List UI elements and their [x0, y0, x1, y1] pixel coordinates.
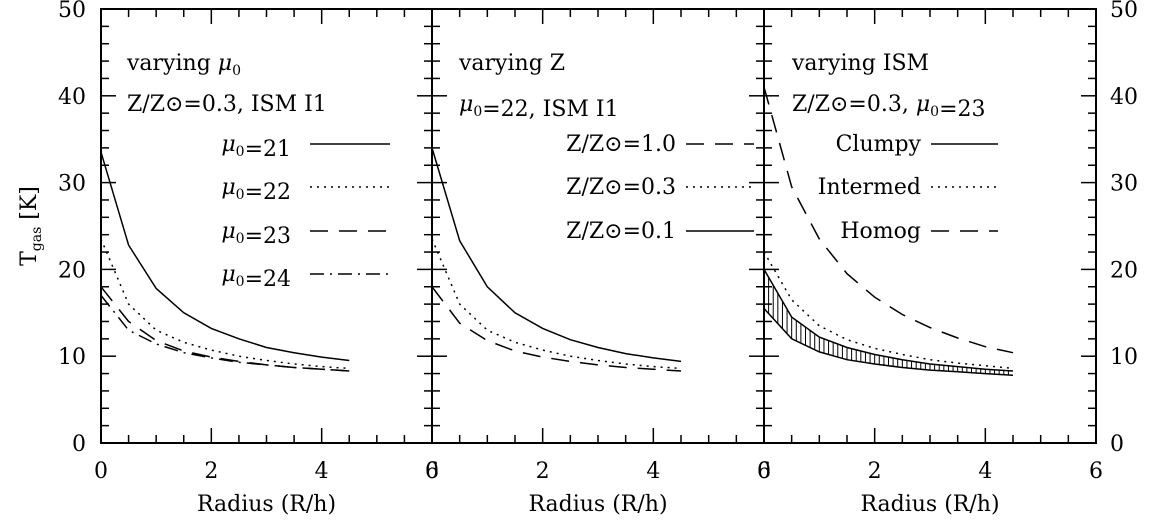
band-upper-line — [763, 269, 1014, 372]
series-line-2-3 — [431, 147, 682, 363]
y-tick-label-left: 50 — [58, 0, 86, 23]
axis-titles: Radius (R/h) Radius (R/h) Radius (R/h) Tgas… — [17, 186, 1000, 517]
x-tick-label: 4 — [646, 459, 660, 484]
y-tick-label-left: 30 — [58, 172, 86, 197]
panel-subheader-3: Z/Z⊙=0.3, μ0=23 — [792, 92, 986, 122]
y-tick-label-right: 30 — [1110, 172, 1138, 197]
panel-subheader-2: μ0=22, ISM I1 — [459, 92, 619, 122]
panel-header-1: varying μ0 — [126, 51, 241, 79]
x-tick-label: 6 — [425, 459, 439, 484]
panel-header-2: varying Z — [458, 51, 565, 76]
series-line-1-1 — [100, 151, 350, 362]
series-line-1-2 — [100, 238, 350, 370]
x-axis-title: Radius (R/h) — [528, 492, 667, 517]
x-axis-title: Radius (R/h) — [860, 492, 999, 517]
x-tick-label: 6 — [757, 459, 771, 484]
y-tick-label-right: 10 — [1110, 345, 1138, 370]
legend-label: μ0=23 — [221, 219, 291, 249]
series-line-2-2 — [431, 238, 682, 370]
series-line-2-1 — [431, 286, 682, 372]
axis-ticks — [100, 8, 1097, 444]
x-axis-title: Radius (R/h) — [197, 492, 336, 517]
x-tick-label: 2 — [204, 459, 218, 484]
legend-label: μ0=24 — [221, 262, 291, 292]
y-tick-label-left: 10 — [58, 345, 86, 370]
x-tick-label: 4 — [978, 459, 992, 484]
legend-label: Clumpy — [836, 132, 922, 157]
legend-label: μ0=21 — [221, 132, 291, 162]
panel-subheader-1: Z/Z⊙=0.3, ISM I1 — [127, 92, 327, 117]
legend-label: Z/Z⊙=0.3 — [566, 175, 676, 200]
x-tick-label: 0 — [425, 459, 439, 484]
legend-label: μ0=22 — [221, 175, 291, 205]
y-tick-label-left: 40 — [58, 85, 86, 110]
y-tick-label-left: 0 — [72, 432, 86, 457]
panel-annotations: varying μ0 Z/Z⊙=0.3, ISM I1 varying Z μ0=22… — [126, 51, 998, 292]
y-axis-title: Tgas [K] — [17, 186, 45, 266]
series-line-1-3 — [100, 286, 350, 372]
series-line-3-1 — [763, 307, 1014, 377]
x-tick-label: 6 — [1089, 459, 1103, 484]
y-tick-label-right: 50 — [1110, 0, 1138, 23]
legend-label: Homog — [840, 219, 921, 244]
x-tick-label: 2 — [536, 459, 550, 484]
legend-label: Intermed — [818, 175, 921, 200]
x-tick-label: 0 — [94, 459, 108, 484]
series-line-3-3 — [763, 86, 1014, 354]
y-tick-label-left: 20 — [58, 258, 86, 283]
series-line-3-2 — [763, 251, 1014, 370]
legend-label: Z/Z⊙=0.1 — [566, 219, 676, 244]
x-tick-label: 0 — [757, 459, 771, 484]
panel-header-3: varying ISM — [791, 51, 929, 76]
legend-label: Z/Z⊙=1.0 — [566, 132, 676, 157]
y-tick-label-right: 0 — [1110, 432, 1124, 457]
y-tick-label-right: 40 — [1110, 85, 1138, 110]
x-tick-label: 4 — [315, 459, 329, 484]
x-tick-label: 2 — [868, 459, 882, 484]
y-tick-label-right: 20 — [1110, 258, 1138, 283]
series-line-1-4 — [100, 294, 350, 372]
series-lines — [100, 86, 1014, 377]
